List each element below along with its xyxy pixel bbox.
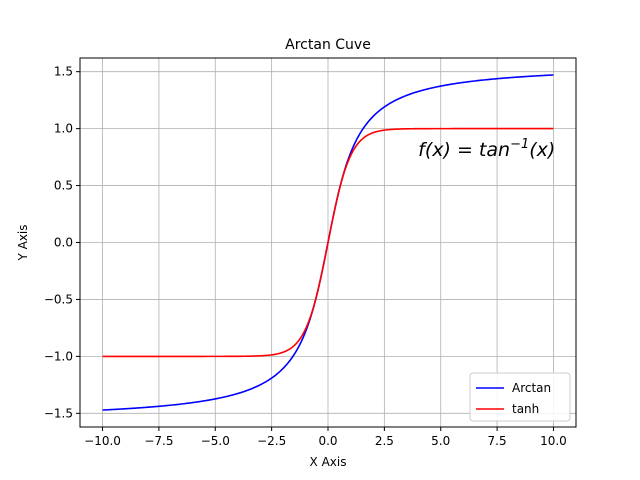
x-tick-label: −2.5	[257, 434, 286, 448]
series-line-tanh	[102, 127, 554, 358]
y-tick-label: 0.0	[54, 236, 73, 250]
y-tick-label: −1.0	[44, 349, 73, 363]
y-tick-label: 0.5	[54, 179, 73, 193]
y-tick-label: −1.5	[44, 406, 73, 420]
annotation-base: f(x) = tan	[418, 139, 510, 161]
x-tick-label: 7.5	[488, 434, 507, 448]
x-axis-title: X Axis	[310, 455, 347, 469]
x-tick-label: −10.0	[84, 434, 121, 448]
ticks: −10.0 −7.5 −5.0 −2.5 0.0 2.5 5.0 7.5 10.0−1.5−1.…	[44, 65, 567, 448]
annotation-superscript: −1	[510, 137, 529, 152]
chart-title: Arctan Cuve	[285, 37, 371, 53]
x-tick-label: −5.0	[201, 434, 230, 448]
x-tick-label: −7.5	[144, 434, 173, 448]
y-tick-label: 1.5	[54, 65, 73, 79]
y-axis-title: Y Axis	[16, 224, 30, 261]
legend-label-arctan: Arctan	[512, 381, 551, 395]
y-tick-label: −0.5	[44, 292, 73, 306]
annotation-tail: (x)	[529, 139, 555, 161]
x-tick-label: 2.5	[375, 434, 394, 448]
x-tick-label: 5.0	[431, 434, 450, 448]
formula-annotation: f(x) = tan−1(x)	[418, 137, 555, 161]
x-tick-label: 10.0	[540, 434, 567, 448]
y-tick-label: 1.0	[54, 122, 73, 136]
legend: Arctan tanh	[469, 372, 571, 422]
series-lines	[102, 74, 554, 411]
legend-label-tanh: tanh	[512, 402, 539, 416]
x-tick-label: 0.0	[318, 434, 337, 448]
